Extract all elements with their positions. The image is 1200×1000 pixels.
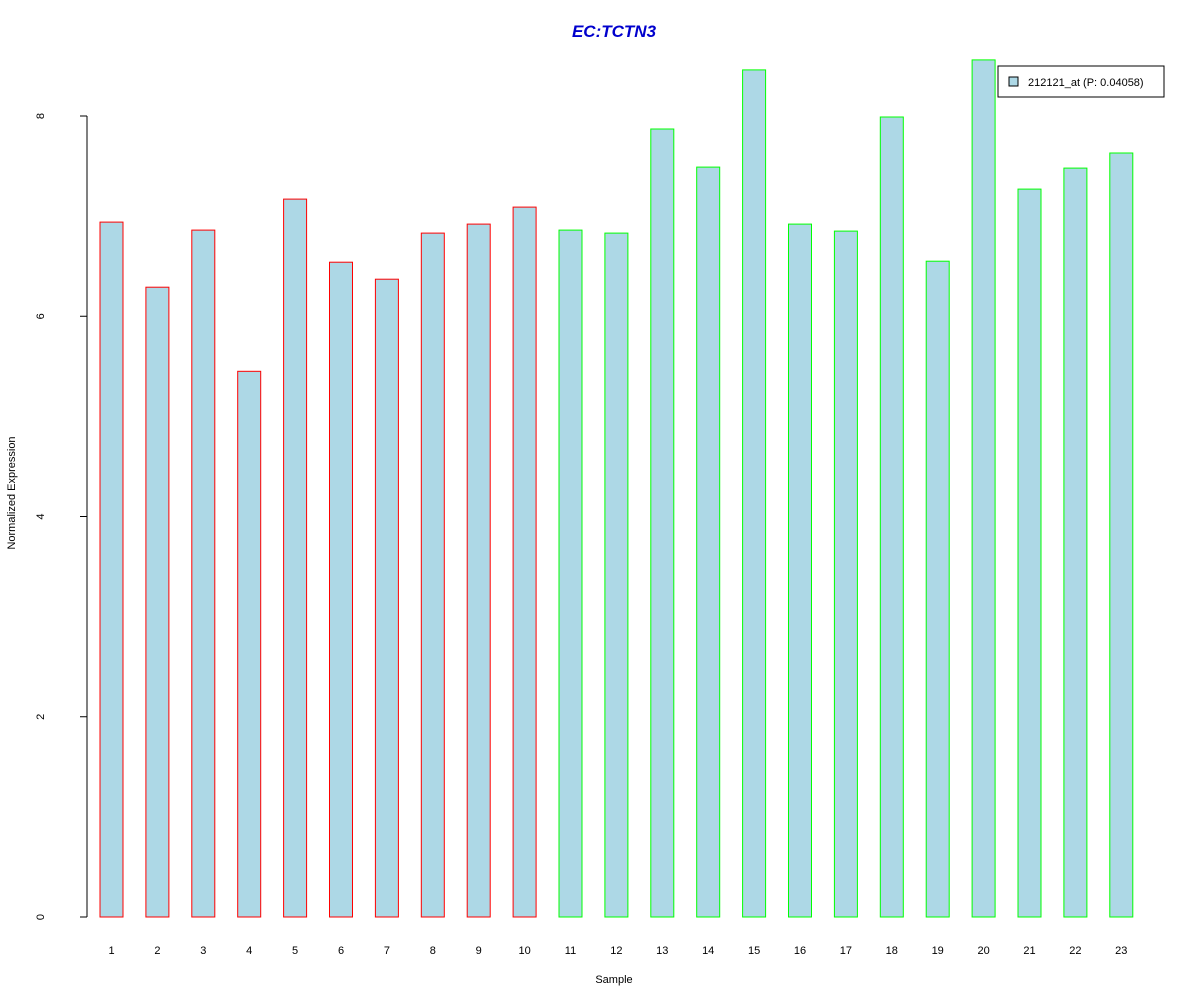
x-tick-label: 4 (246, 945, 252, 957)
x-tick-label: 17 (840, 945, 852, 957)
x-tick-label: 9 (476, 945, 482, 957)
bar-sample-6 (329, 261, 353, 918)
bar-sample-12 (604, 232, 629, 918)
bar-sample-19 (925, 260, 950, 918)
x-tick-label: 7 (384, 945, 390, 957)
bar-sample-7 (374, 278, 399, 918)
x-tick-label: 6 (338, 945, 344, 957)
y-tick-label: 6 (35, 313, 47, 319)
x-tick-label: 5 (292, 945, 298, 957)
x-axis-title: Sample (595, 974, 632, 986)
bar-sample-8 (420, 232, 445, 918)
x-tick-label: 11 (565, 945, 576, 957)
bar-sample-20 (971, 59, 996, 918)
bar-sample-1 (99, 221, 124, 918)
x-tick-label: 1 (108, 945, 114, 957)
x-tick-label: 23 (1115, 945, 1127, 957)
legend-swatch (1008, 76, 1019, 87)
bar-sample-15 (742, 69, 767, 918)
legend-box (997, 65, 1165, 98)
x-tick-label: 18 (886, 945, 898, 957)
bar-sample-9 (466, 223, 491, 918)
x-axis-labels: 1 2 3 4 5 6 7 8 9 10 11 12 13 14 15 16 17 18 19 20 21 22 23 (108, 945, 1127, 957)
y-tick-label: 0 (35, 914, 47, 920)
y-tick-label: 8 (35, 113, 47, 119)
x-tick-label: 8 (430, 945, 436, 957)
x-tick-label: 3 (200, 945, 206, 957)
x-tick-label: 21 (1023, 945, 1035, 957)
y-axis-title: Normalized Expression (6, 436, 18, 549)
legend: 212121_at (P: 0.04058) (997, 65, 1165, 98)
bar-sample-5 (283, 198, 308, 918)
chart-title: EC:TCTN3 (572, 22, 657, 41)
bar-sample-23 (1109, 152, 1134, 918)
x-tick-label: 19 (932, 945, 944, 957)
bar-sample-18 (879, 116, 904, 918)
bar-sample-4 (237, 370, 262, 918)
bar-sample-3 (191, 229, 216, 918)
x-tick-label: 16 (794, 945, 806, 957)
bar-sample-14 (696, 166, 721, 918)
x-tick-label: 14 (702, 945, 714, 957)
y-axis: 0 2 4 6 8 (35, 113, 88, 920)
bar-sample-22 (1063, 167, 1088, 918)
bar-sample-16 (788, 223, 812, 918)
bar-sample-21 (1017, 188, 1042, 918)
x-tick-label: 13 (656, 945, 668, 957)
bar-sample-11 (558, 229, 583, 918)
legend-label: 212121_at (P: 0.04058) (1028, 77, 1144, 89)
bar-sample-2 (145, 286, 170, 918)
x-tick-label: 2 (154, 945, 160, 957)
y-tick-label: 2 (35, 714, 47, 720)
x-tick-label: 20 (977, 945, 989, 957)
bar-sample-17 (833, 230, 858, 918)
x-tick-label: 22 (1069, 945, 1081, 957)
bar-sample-10 (512, 206, 537, 918)
bar-sample-13 (650, 128, 675, 918)
x-tick-label: 15 (748, 945, 760, 957)
y-tick-label: 4 (35, 513, 47, 519)
x-tick-label: 10 (518, 945, 530, 957)
x-tick-label: 12 (610, 945, 622, 957)
bars (99, 59, 1134, 918)
